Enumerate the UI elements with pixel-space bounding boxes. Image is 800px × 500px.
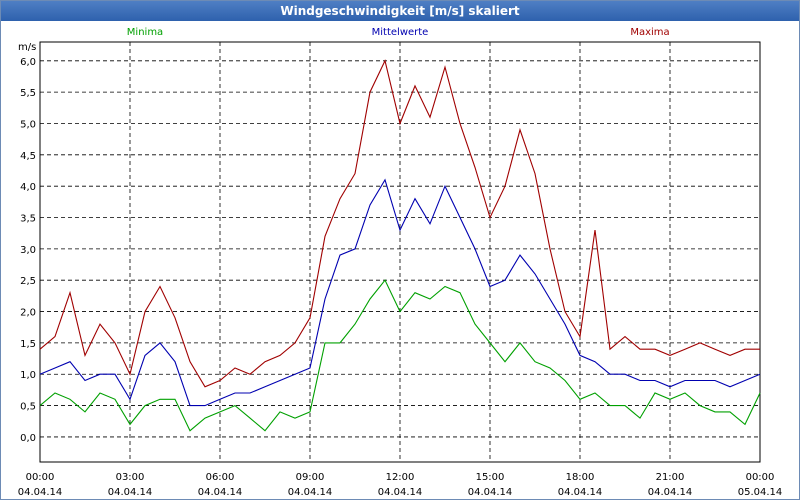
grid-lines <box>40 42 760 462</box>
y-tick-label: 2,0 <box>20 308 36 319</box>
x-tick-date-label: 05.04.14 <box>738 487 783 498</box>
x-tick-time-label: 00:00 <box>26 472 55 483</box>
legend-label: Maxima <box>630 27 669 38</box>
x-tick-date-label: 04.04.14 <box>558 487 603 498</box>
x-tick-time-label: 12:00 <box>386 472 415 483</box>
window-title: Windgeschwindigkeit [m/s] skaliert <box>1 1 799 21</box>
x-tick-time-label: 00:00 <box>746 472 775 483</box>
x-tick-time-label: 06:00 <box>206 472 235 483</box>
y-tick-label: 5,5 <box>20 88 36 99</box>
x-tick-time-label: 03:00 <box>116 472 145 483</box>
x-tick-date-label: 04.04.14 <box>468 487 513 498</box>
series-line-mittelwerte <box>39 178 761 407</box>
y-axis-label: m/s <box>18 42 36 53</box>
y-tick-label: 1,0 <box>20 370 36 381</box>
y-tick-label: 3,0 <box>20 245 36 256</box>
y-tick-label: 2,5 <box>20 276 36 287</box>
x-tick-date-label: 04.04.14 <box>198 487 243 498</box>
y-tick-label: 4,0 <box>20 182 36 193</box>
y-tick-label: 0,5 <box>20 402 36 413</box>
y-tick-label: 3,5 <box>20 214 36 225</box>
legend-label: Minima <box>127 27 163 38</box>
y-tick-label: 0,0 <box>20 433 36 444</box>
series-lines <box>39 59 761 432</box>
x-tick-time-label: 15:00 <box>476 472 505 483</box>
y-tick-label: 5,0 <box>20 119 36 130</box>
y-axis-ticks: 0,0 0,5 1,0 1,5 2,0 2,5 3,0 3,5 4,0 4,5 5,0 5,5 6,0 <box>20 57 36 444</box>
x-tick-time-label: 09:00 <box>296 472 325 483</box>
x-tick-date-label: 04.04.14 <box>18 487 63 498</box>
y-tick-label: 1,5 <box>20 339 36 350</box>
y-tick-label: 6,0 <box>20 57 36 68</box>
x-tick-date-label: 04.04.14 <box>108 487 153 498</box>
series-line-minima <box>39 279 761 432</box>
x-tick-date-label: 04.04.14 <box>378 487 423 498</box>
x-tick-time-label: 18:00 <box>566 472 595 483</box>
x-tick-date-label: 04.04.14 <box>648 487 693 498</box>
legend-label: Mittelwerte <box>372 27 429 38</box>
x-tick-time-label: 21:00 <box>656 472 685 483</box>
x-tick-date-label: 04.04.14 <box>288 487 333 498</box>
series-line-maxima <box>39 59 760 388</box>
x-axis-ticks: 00:00 04.04.14 03:00 04.04.14 06:00 04.04.14 0… <box>18 472 783 498</box>
y-tick-label: 4,5 <box>20 151 36 162</box>
legend: Minima Mittelwerte Maxima <box>127 27 670 38</box>
